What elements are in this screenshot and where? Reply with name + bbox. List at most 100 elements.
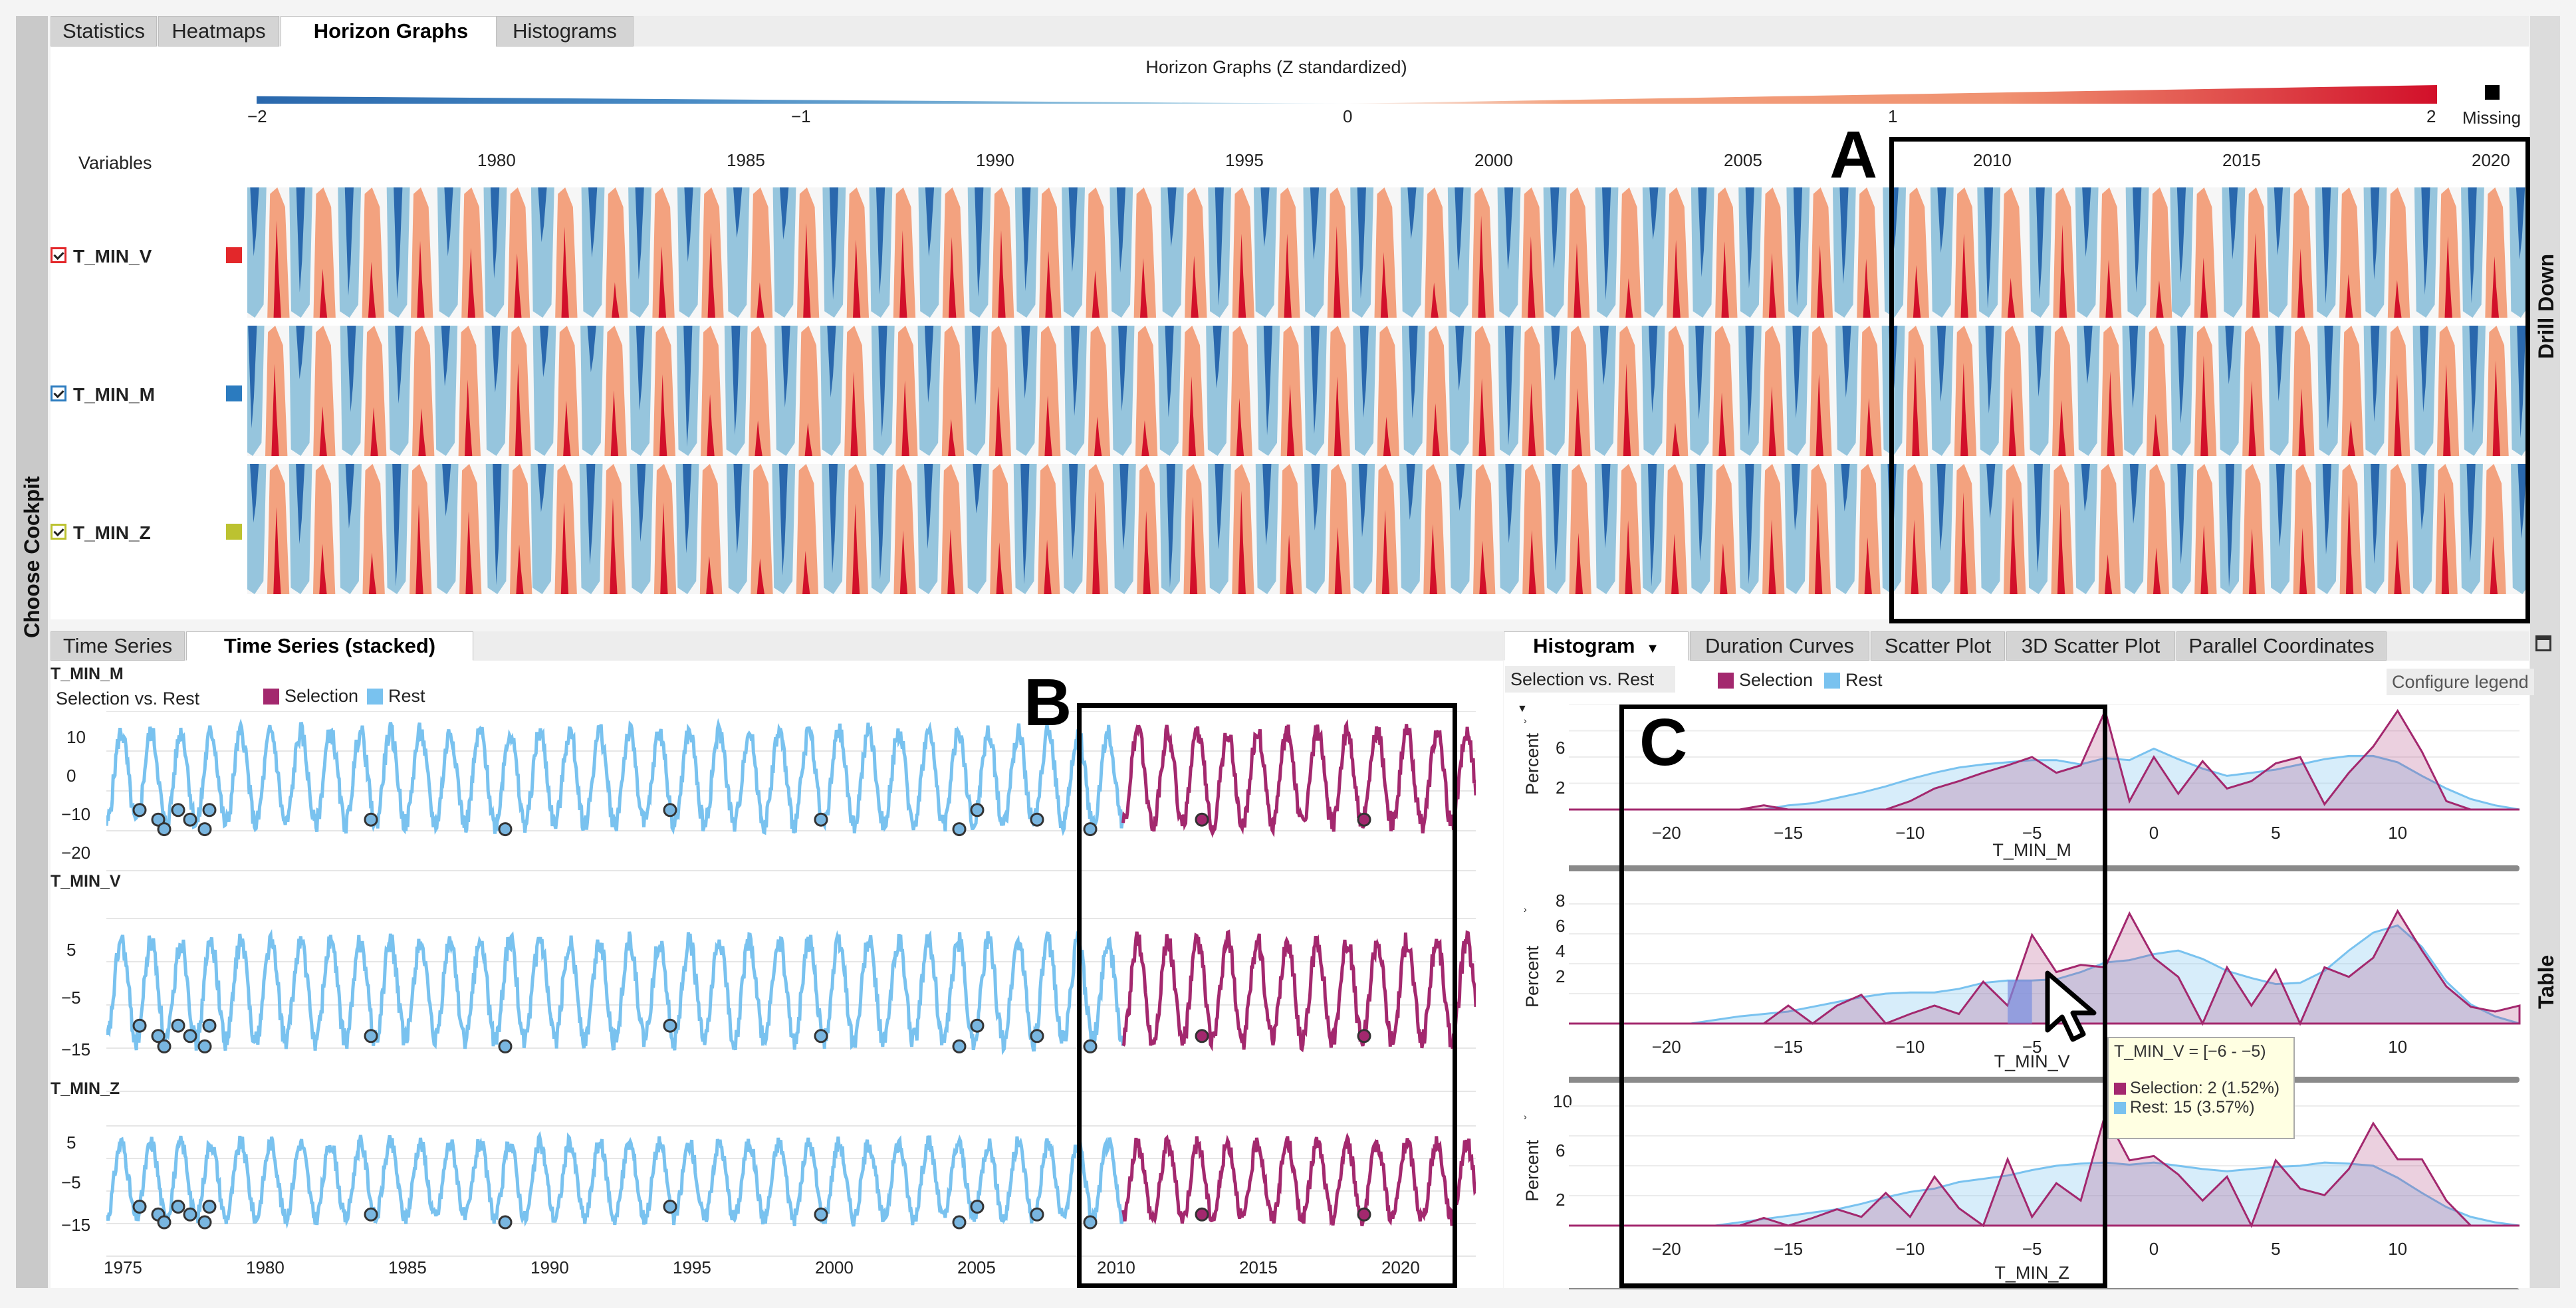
ts-marker-rest[interactable] bbox=[151, 1029, 166, 1043]
ts-marker-rest[interactable] bbox=[952, 822, 967, 837]
ts-marker-rest[interactable] bbox=[364, 812, 378, 827]
hist-hover-bin[interactable] bbox=[2008, 980, 2032, 1024]
tab-scatter-plot[interactable]: Scatter Plot bbox=[1871, 631, 2005, 661]
histogram-t_min_m[interactable]: −20 −15 −10 −5 0 5 10 T_MIN_M bbox=[1569, 705, 2520, 871]
ts-chart-t_min_z[interactable] bbox=[106, 1125, 1476, 1257]
ts-marker-rest[interactable] bbox=[1030, 1207, 1044, 1222]
left-sidebar[interactable] bbox=[16, 16, 48, 1288]
horizon-row-t_min_m[interactable] bbox=[247, 326, 2529, 456]
tab-time-series[interactable]: Time Series bbox=[51, 631, 185, 661]
variable-checkbox[interactable] bbox=[51, 385, 66, 401]
ts-marker-rest[interactable] bbox=[197, 1039, 212, 1053]
ts-legend-selection[interactable]: Selection bbox=[285, 686, 359, 706]
ts-marker-rest[interactable] bbox=[952, 1215, 967, 1230]
ts-marker-selection[interactable] bbox=[1195, 1029, 1209, 1043]
ts-marker-rest[interactable] bbox=[663, 803, 677, 818]
hist-legend-rest[interactable]: Rest bbox=[1845, 670, 1883, 690]
tab-time-series-stacked[interactable]: Time Series (stacked) bbox=[186, 631, 473, 661]
ts-legend-rest[interactable]: Rest bbox=[388, 686, 425, 706]
ts-marker-rest[interactable] bbox=[663, 1018, 677, 1033]
histogram-t_min_z[interactable]: −20 −15 −10 −5 0 5 10 T_MIN_Z bbox=[1569, 1105, 2520, 1289]
expand-arrow-icon[interactable]: › bbox=[1524, 1111, 1527, 1122]
ts-marker-rest[interactable] bbox=[970, 1018, 985, 1033]
tab-duration-curves[interactable]: Duration Curves bbox=[1690, 631, 1869, 661]
ts-marker-rest[interactable] bbox=[132, 803, 147, 818]
ts-marker-rest[interactable] bbox=[498, 822, 513, 837]
variable-checkbox[interactable] bbox=[51, 247, 66, 263]
ts-marker-rest[interactable] bbox=[171, 803, 185, 818]
ts-marker-rest[interactable] bbox=[498, 1215, 513, 1230]
ts-chart-t_min_v[interactable] bbox=[106, 918, 1476, 1092]
horizon-band-strong-negative bbox=[1262, 464, 1272, 546]
time-series-stacked-chart[interactable] bbox=[106, 711, 1476, 1269]
tab-parallel-coordinates[interactable]: Parallel Coordinates bbox=[2176, 631, 2387, 661]
ts-marker-rest[interactable] bbox=[171, 1200, 185, 1214]
chevron-down-icon[interactable]: ▼ bbox=[1646, 641, 1659, 656]
configure-legend-button[interactable]: Configure legend bbox=[2387, 669, 2534, 695]
ts-marker-rest[interactable] bbox=[202, 803, 217, 818]
expand-arrow-icon[interactable]: › bbox=[1524, 715, 1527, 726]
table-label[interactable]: Table bbox=[2534, 954, 2558, 1009]
ts-marker-rest[interactable] bbox=[157, 1215, 172, 1230]
tab-3d-scatter-plot[interactable]: 3D Scatter Plot bbox=[2006, 631, 2175, 661]
ts-marker-rest[interactable] bbox=[814, 812, 828, 827]
maximize-icon[interactable] bbox=[2535, 635, 2551, 651]
ts-marker-rest[interactable] bbox=[663, 1200, 677, 1214]
right-sidebar[interactable] bbox=[2530, 16, 2560, 1288]
ts-marker-rest[interactable] bbox=[183, 812, 197, 827]
ts-marker-rest[interactable] bbox=[498, 1039, 513, 1053]
drill-down-label[interactable]: Drill Down bbox=[2534, 253, 2558, 359]
ts-marker-selection[interactable] bbox=[1195, 812, 1209, 827]
ts-marker-rest[interactable] bbox=[202, 1018, 217, 1033]
ts-marker-rest[interactable] bbox=[364, 1029, 378, 1043]
variable-checkbox[interactable] bbox=[51, 524, 66, 540]
ts-marker-rest[interactable] bbox=[970, 1200, 985, 1214]
hist-mode-dropdown[interactable]: Selection vs. Rest ▼ bbox=[1505, 666, 1675, 714]
ts-marker-selection[interactable] bbox=[1357, 1207, 1371, 1222]
hist-legend-selection[interactable]: Selection bbox=[1739, 670, 1814, 690]
ts-marker-rest[interactable] bbox=[197, 822, 212, 837]
expand-arrow-icon[interactable]: › bbox=[1524, 904, 1527, 915]
ts-marker-selection[interactable] bbox=[1195, 1207, 1209, 1222]
ts-marker-rest[interactable] bbox=[1083, 1215, 1098, 1230]
horizon-graph[interactable] bbox=[247, 186, 2529, 605]
ts-marker-rest[interactable] bbox=[814, 1207, 828, 1222]
horizon-row-t_min_z[interactable] bbox=[247, 464, 2529, 594]
horizon-row-t_min_v[interactable] bbox=[247, 187, 2529, 318]
ts-marker-rest[interactable] bbox=[157, 1039, 172, 1053]
ts-marker-rest[interactable] bbox=[1030, 1029, 1044, 1043]
ts-marker-rest[interactable] bbox=[1083, 822, 1098, 837]
ts-marker-rest[interactable] bbox=[1083, 1039, 1098, 1053]
ts-marker-rest[interactable] bbox=[157, 822, 172, 837]
tab-horizon-graphs[interactable]: Horizon Graphs bbox=[281, 16, 501, 47]
choose-cockpit-label[interactable]: Choose Cockpit bbox=[20, 476, 44, 638]
ts-marker-selection[interactable] bbox=[1357, 1029, 1371, 1043]
ts-marker-rest[interactable] bbox=[952, 1039, 967, 1053]
ts-marker-rest[interactable] bbox=[364, 1207, 378, 1222]
ts-marker-rest[interactable] bbox=[1030, 812, 1044, 827]
histogram-chart[interactable]: −20 −15 −10 −5 0 5 10 T_MIN_M −20 −15 −10 −5 0 5 10 T_M… bbox=[1569, 705, 2526, 1289]
ts-chart-t_min_m[interactable] bbox=[106, 711, 1476, 871]
tab-heatmaps[interactable]: Heatmaps bbox=[158, 16, 279, 47]
horizon-band-positive bbox=[313, 187, 336, 318]
horizon-band-negative bbox=[918, 187, 942, 318]
hist-scrollbar[interactable] bbox=[1569, 1288, 2519, 1289]
ts-marker-rest[interactable] bbox=[132, 1018, 147, 1033]
ts-marker-rest[interactable] bbox=[814, 1029, 828, 1043]
ts-marker-rest[interactable] bbox=[171, 1018, 185, 1033]
ts-marker-rest[interactable] bbox=[183, 1207, 197, 1222]
horizon-band-strong-positive bbox=[2492, 360, 2501, 456]
horizon-band-strong-negative bbox=[1791, 464, 1801, 531]
horizon-band-strong-positive bbox=[1139, 258, 1148, 318]
ts-marker-selection[interactable] bbox=[1357, 812, 1371, 827]
horizon-band-positive bbox=[2002, 326, 2025, 456]
ts-marker-rest[interactable] bbox=[197, 1215, 212, 1230]
ts-marker-rest[interactable] bbox=[202, 1200, 217, 1214]
hist-scrollbar[interactable] bbox=[1569, 865, 2519, 871]
ts-marker-rest[interactable] bbox=[132, 1200, 147, 1214]
tab-histogram[interactable]: Histogram ▼ bbox=[1504, 631, 1689, 661]
ts-marker-rest[interactable] bbox=[183, 1029, 197, 1043]
tab-statistics[interactable]: Statistics bbox=[51, 16, 157, 47]
ts-marker-rest[interactable] bbox=[970, 803, 985, 818]
tab-histograms[interactable]: Histograms bbox=[496, 16, 634, 47]
